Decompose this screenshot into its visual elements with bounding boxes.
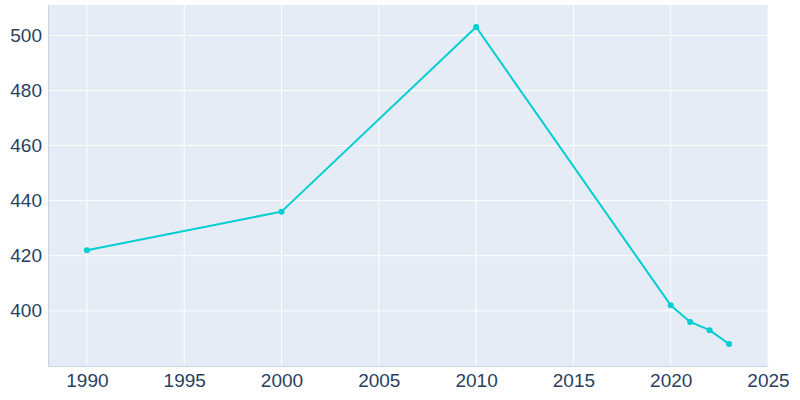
tick: 420 <box>10 245 48 266</box>
grid-line <box>476 5 477 366</box>
tick: 2005 <box>358 366 400 391</box>
marker <box>707 327 713 333</box>
marker <box>668 302 674 308</box>
grid-line <box>48 255 768 256</box>
tick: 2000 <box>261 366 303 391</box>
axis-line <box>48 6 49 367</box>
marker <box>687 319 693 325</box>
tick-label: 2000 <box>261 370 303 391</box>
tick-label: 480 <box>10 80 42 101</box>
tick: 2020 <box>650 366 692 391</box>
tick: 2015 <box>553 366 595 391</box>
grid-line <box>768 5 769 366</box>
tick: 400 <box>10 300 48 321</box>
plot-background <box>48 5 768 366</box>
grid-line <box>670 5 671 366</box>
tick-label: 2025 <box>747 370 789 391</box>
tick-label: 500 <box>10 25 42 46</box>
marker <box>726 341 732 347</box>
tick: 2010 <box>455 366 497 391</box>
marker <box>279 209 285 215</box>
plot: 1990 1995 2000 2005 2010 2015 2020 2025 400 420 44… <box>10 5 789 391</box>
tick: 480 <box>10 80 48 101</box>
tick-label: 440 <box>10 190 42 211</box>
marker <box>84 247 90 253</box>
grid-line <box>281 5 282 366</box>
tick: 460 <box>10 135 48 156</box>
x-axis: 1990 1995 2000 2005 2010 2015 2020 2025 <box>49 366 790 391</box>
marker <box>473 24 479 30</box>
y-grid <box>48 35 768 311</box>
tick-label: 2005 <box>358 370 400 391</box>
chart: 1990 1995 2000 2005 2010 2015 2020 2025 400 420 44… <box>0 0 800 400</box>
grid-line <box>86 5 87 366</box>
grid-line <box>48 200 768 201</box>
grid-line <box>48 310 768 311</box>
grid-line <box>573 5 574 366</box>
tick-label: 400 <box>10 300 42 321</box>
tick: 1995 <box>164 366 206 391</box>
marks <box>84 24 732 347</box>
tick: 500 <box>10 25 48 46</box>
tick: 2025 <box>747 366 789 391</box>
tick-label: 460 <box>10 135 42 156</box>
tick-label: 2015 <box>553 370 595 391</box>
tick-label: 420 <box>10 245 42 266</box>
tick-label: 1990 <box>66 370 108 391</box>
x-grid <box>87 5 768 366</box>
tick-label: 1995 <box>164 370 206 391</box>
tick-label: 2010 <box>455 370 497 391</box>
grid-line <box>378 5 379 366</box>
tick-label: 2020 <box>650 370 692 391</box>
tick: 1990 <box>66 366 108 391</box>
grid-line <box>48 35 768 36</box>
tick: 440 <box>10 190 48 211</box>
axis-line <box>49 366 769 367</box>
grid-line <box>48 145 768 146</box>
y-axis: 400 420 440 460 480 500 <box>10 6 48 367</box>
grid-line <box>184 5 185 366</box>
line <box>87 27 729 344</box>
